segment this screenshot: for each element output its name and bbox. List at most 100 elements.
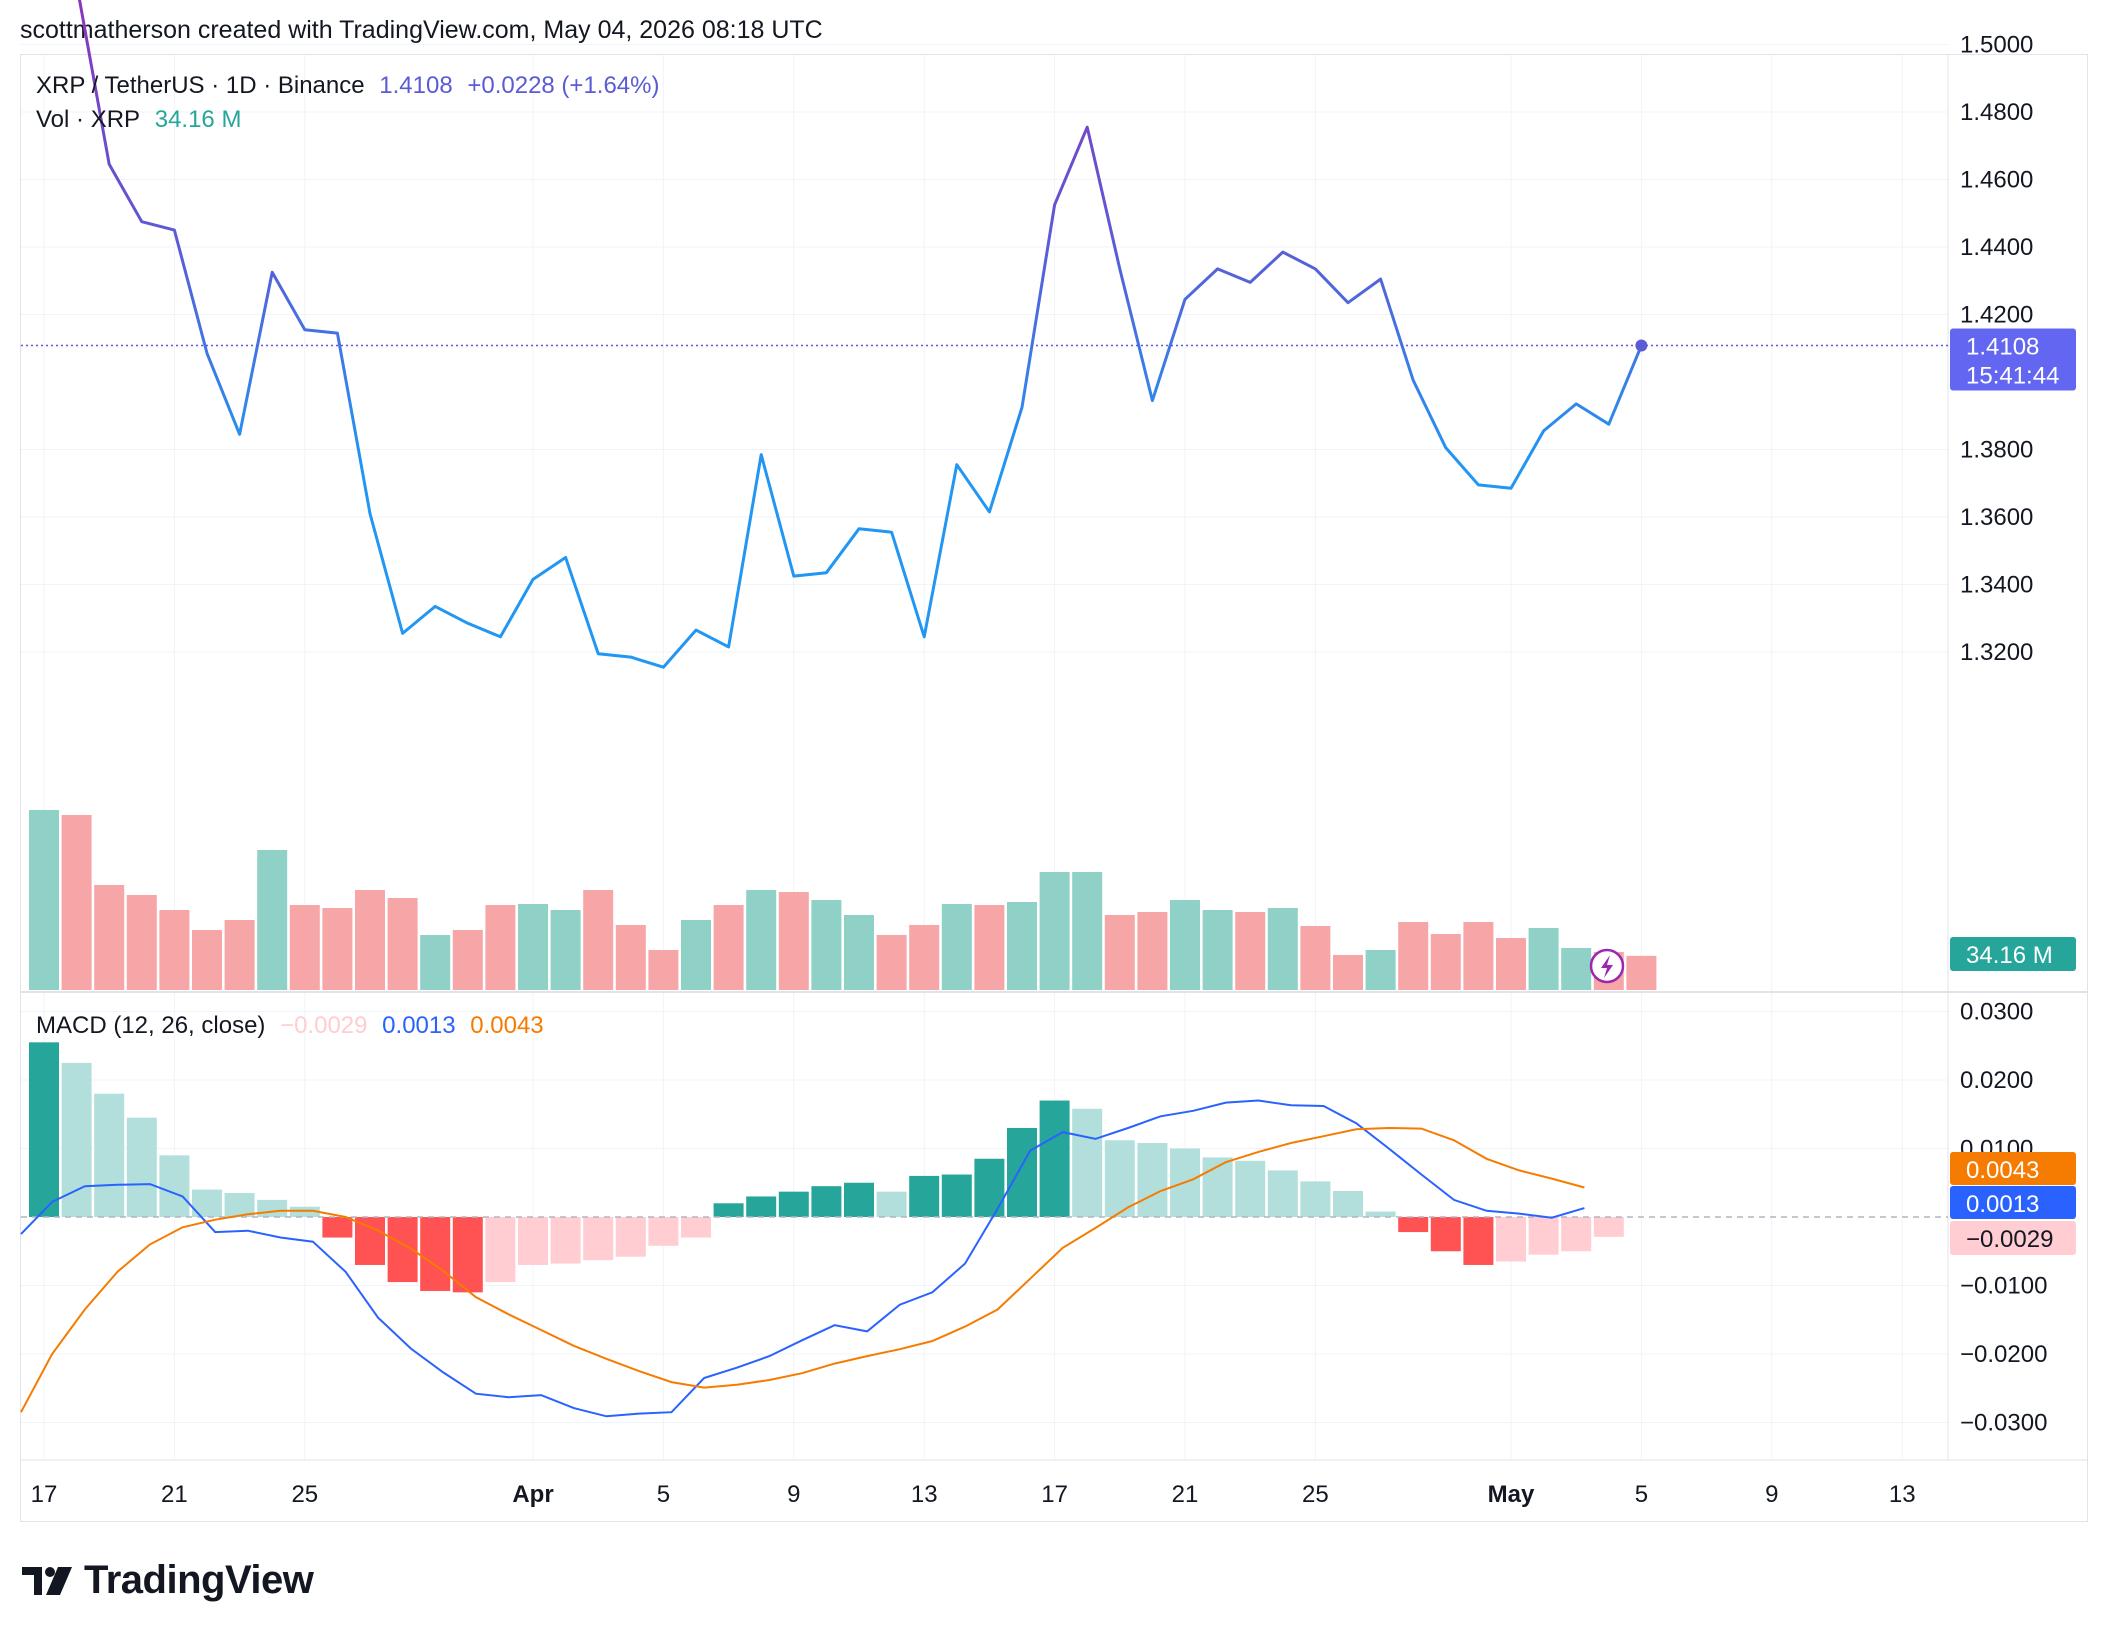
volume-bar bbox=[681, 920, 711, 990]
price-tick-label: 1.4600 bbox=[1960, 167, 2033, 194]
symbol-title[interactable]: XRP / TetherUS · 1D · Binance bbox=[36, 72, 365, 99]
macd-hist-bar bbox=[1039, 1100, 1070, 1217]
volume-bar bbox=[1072, 872, 1103, 990]
price-tick-label: 1.5000 bbox=[1960, 32, 2033, 59]
macd-hist-bar bbox=[1007, 1127, 1037, 1217]
macd-hist-bar bbox=[94, 1093, 125, 1217]
macd-histogram bbox=[21, 1042, 1948, 1293]
volume-bar bbox=[1463, 922, 1494, 990]
macd-hist-bar bbox=[909, 1175, 940, 1217]
macd-hist-bar bbox=[713, 1203, 744, 1217]
volume-bar bbox=[876, 935, 907, 990]
volume-bar bbox=[1104, 915, 1135, 990]
volume-bar bbox=[1496, 938, 1526, 990]
macd-hist-bar bbox=[1333, 1190, 1363, 1217]
macd-hist-label-text: −0.0029 bbox=[1966, 1226, 2053, 1253]
price-tick-label: 1.4400 bbox=[1960, 234, 2033, 261]
volume-bar bbox=[778, 892, 809, 990]
volume-label[interactable]: Vol · XRP bbox=[36, 106, 141, 133]
volume-bar bbox=[192, 930, 222, 990]
last-price-label-box bbox=[1950, 328, 2076, 391]
price-axis: 1.56001.54001.52001.50001.48001.46001.44… bbox=[1960, 32, 2047, 1437]
macd-hist-bar bbox=[1496, 1217, 1526, 1262]
volume-bar bbox=[713, 905, 744, 990]
volume-bars bbox=[29, 810, 1657, 990]
last-price-label-text: 1.4108 bbox=[1966, 334, 2039, 361]
volume-bar bbox=[1007, 902, 1037, 990]
chart-frame bbox=[20, 54, 2088, 1522]
macd-hist-bar bbox=[550, 1217, 581, 1264]
volume-bar bbox=[1626, 955, 1657, 990]
time-tick-label: 17 bbox=[1041, 1481, 1068, 1508]
volume-bar bbox=[29, 810, 59, 990]
lightning-icon bbox=[1601, 955, 1613, 978]
macd-hist-bar bbox=[811, 1186, 842, 1217]
macd-hist-bar bbox=[615, 1217, 646, 1257]
macd-signal-value: 0.0043 bbox=[470, 1012, 544, 1039]
time-tick-label: 21 bbox=[1172, 1481, 1199, 1508]
macd-hist-bar bbox=[322, 1217, 353, 1238]
tradingview-logo-icon bbox=[22, 1566, 72, 1595]
price-tick-label: 1.3200 bbox=[1960, 639, 2033, 666]
volume-bar bbox=[583, 890, 614, 990]
volume-bar bbox=[1137, 912, 1168, 990]
macd-hist-bar bbox=[583, 1217, 614, 1261]
macd-hist-bar bbox=[289, 1206, 320, 1217]
macd-legend: MACD (12, 26, close) −0.0029 0.0013 0.00… bbox=[36, 1012, 552, 1040]
macd-hist-bar bbox=[420, 1217, 451, 1291]
macd-hist-bar bbox=[844, 1182, 874, 1217]
volume-bar bbox=[159, 910, 190, 990]
volume-bar bbox=[1235, 912, 1266, 990]
macd-hist-bar bbox=[257, 1199, 288, 1217]
macd-hist-bar bbox=[1463, 1217, 1494, 1265]
volume-bar bbox=[746, 890, 777, 990]
volume-bar bbox=[420, 935, 451, 990]
macd-hist-bar bbox=[648, 1217, 679, 1246]
volume-bar bbox=[615, 925, 646, 990]
macd-hist-bar bbox=[61, 1062, 92, 1217]
macd-hist-bar bbox=[1528, 1217, 1559, 1255]
time-tick-label: 25 bbox=[291, 1481, 318, 1508]
volume-bar bbox=[909, 925, 940, 990]
volume-label-box bbox=[1950, 937, 2076, 971]
macd-hist-bar bbox=[1104, 1140, 1135, 1217]
macd-label[interactable]: MACD (12, 26, close) bbox=[36, 1012, 266, 1039]
signal-line bbox=[20, 1126, 1585, 1413]
macd-hist-bar bbox=[1365, 1211, 1396, 1217]
time-tick-label: Apr bbox=[512, 1481, 553, 1508]
price-tick-label: 1.3800 bbox=[1960, 437, 2033, 464]
price-tick-label: 1.4200 bbox=[1960, 302, 2033, 329]
macd-hist-bar bbox=[485, 1217, 516, 1283]
time-tick-label: 9 bbox=[1765, 1481, 1778, 1508]
macd-hist-bar bbox=[1300, 1181, 1331, 1217]
time-axis: 17 21 25 Apr 5 9 13 17 21 25 May 5 9 13 bbox=[31, 1481, 1916, 1508]
volume-bar bbox=[126, 895, 157, 990]
time-tick-label: 9 bbox=[787, 1481, 800, 1508]
volume-bar bbox=[518, 904, 548, 990]
time-tick-label: 5 bbox=[657, 1481, 670, 1508]
macd-hist-bar bbox=[1072, 1108, 1103, 1217]
last-price-value: 1.4108 bbox=[379, 72, 453, 99]
macd-hist-bar bbox=[1235, 1160, 1266, 1217]
time-tick-label: 17 bbox=[31, 1481, 58, 1508]
volume-label-text: 34.16 M bbox=[1966, 942, 2053, 969]
macd-hist-bar bbox=[1430, 1217, 1461, 1252]
macd-hist-bar bbox=[974, 1158, 1005, 1217]
volume-bar bbox=[1398, 922, 1429, 990]
volume-bar bbox=[452, 930, 483, 990]
macd-hist-bar bbox=[876, 1191, 907, 1217]
tradingview-logo[interactable]: TradingView bbox=[22, 1558, 314, 1603]
macd-hist-bar bbox=[746, 1196, 777, 1217]
macd-hist-bar bbox=[29, 1042, 59, 1217]
macd-hist-bar bbox=[355, 1217, 385, 1265]
volume-bar bbox=[224, 920, 255, 990]
volume-bar bbox=[1365, 950, 1396, 990]
macd-tick-label: −0.0200 bbox=[1960, 1341, 2047, 1368]
price-line bbox=[21, 0, 1948, 984]
price-tick-label: 1.4800 bbox=[1960, 99, 2033, 126]
volume-bar bbox=[811, 900, 842, 990]
volume-bar bbox=[355, 890, 385, 990]
macd-hist-bar bbox=[1593, 1217, 1624, 1237]
volume-bar bbox=[94, 885, 125, 990]
